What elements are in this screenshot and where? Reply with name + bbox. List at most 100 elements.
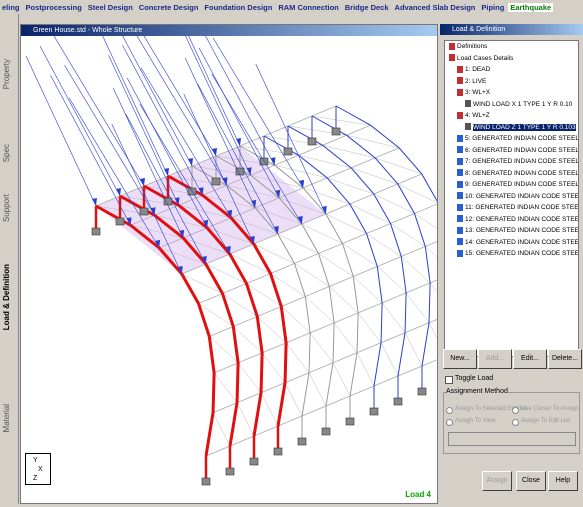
tree-item[interactable]: 10: GENERATED INDIAN CODE STEEL_PLAS — [445, 191, 578, 203]
brace — [305, 296, 335, 324]
radio-label[interactable]: Assign To Edit List — [521, 418, 570, 424]
support — [283, 147, 293, 156]
brace — [226, 184, 280, 199]
side-tab[interactable]: Load & Definition — [2, 264, 11, 331]
wind-arrow — [255, 63, 327, 215]
tree-item[interactable]: 12: GENERATED INDIAN CODE STEEL_PLAS — [445, 214, 578, 226]
button[interactable]: New... — [443, 349, 477, 369]
arrow-head — [188, 158, 193, 166]
menu-item[interactable]: Concrete Design — [138, 2, 199, 12]
side-tab[interactable]: Spec — [2, 144, 11, 163]
brace — [231, 217, 278, 235]
brace — [207, 227, 254, 245]
support — [91, 227, 101, 236]
tree-item[interactable]: 11: GENERATED INDIAN CODE STEEL_PLAS — [445, 202, 578, 214]
side-tab[interactable]: Support — [2, 194, 11, 223]
tree-item[interactable]: 9: GENERATED INDIAN CODE STEEL_PLAST — [445, 179, 578, 191]
checkbox[interactable] — [445, 376, 453, 384]
menu-item[interactable]: RAM Connection — [278, 2, 339, 12]
button[interactable]: Assign — [482, 471, 512, 491]
side-tab[interactable]: Property — [2, 59, 11, 90]
tree-item[interactable]: 5: GENERATED INDIAN CODE STEEL_PLAST — [445, 133, 578, 145]
purlin — [205, 355, 447, 457]
side-tabs: Property Spec Support Load & Definition Mate… — [0, 14, 19, 504]
tree-item[interactable]: 13: GENERATED INDIAN CODE STEEL_PLAS — [445, 225, 578, 237]
side-tab[interactable]: Material — [2, 404, 11, 433]
radio[interactable] — [446, 407, 453, 414]
frame — [143, 184, 264, 437]
wind-arrow — [125, 113, 207, 265]
menu-item[interactable]: Piping — [481, 2, 505, 12]
support — [225, 467, 235, 476]
brace — [401, 256, 431, 284]
tree-item[interactable]: 14: GENERATED INDIAN CODE STEEL_PLAS — [445, 237, 578, 249]
toggle-label[interactable]: Toggle Load — [455, 375, 494, 382]
support — [307, 137, 317, 146]
brace — [325, 213, 367, 234]
menu-item[interactable]: eling — [2, 2, 20, 12]
arrow-head — [251, 199, 257, 208]
tree-item[interactable]: WIND LOAD X 1 TYPE 1 Y R 0.10 — [445, 99, 578, 111]
brace — [255, 207, 302, 225]
tree-item[interactable]: Load Cases Details — [445, 53, 578, 65]
arrow-head — [140, 178, 145, 186]
radio[interactable] — [512, 407, 519, 414]
button[interactable]: Help — [548, 471, 578, 491]
frame — [311, 115, 431, 367]
tree-item[interactable]: 7: GENERATED INDIAN CODE STEEL_PLAST — [445, 156, 578, 168]
tree-icon — [449, 42, 455, 50]
button[interactable]: Add... — [478, 349, 512, 369]
menu-item[interactable]: Advanced Slab Design — [394, 2, 476, 12]
arrow-head — [270, 157, 276, 166]
radio-label[interactable]: Assign To View — [455, 418, 496, 424]
tree-item[interactable]: 3: WL+X — [445, 87, 578, 99]
tree-item[interactable]: 6: GENERATED INDIAN CODE STEEL_PLAST — [445, 145, 578, 157]
arrow-head — [227, 209, 233, 218]
wind-arrow — [122, 45, 203, 196]
tree-item[interactable]: 1: DEAD — [445, 64, 578, 76]
button[interactable]: Delete... — [548, 349, 582, 369]
tree-item[interactable]: 8: GENERATED INDIAN CODE STEEL_PLAST — [445, 168, 578, 180]
arrow-head — [150, 207, 156, 216]
brace — [404, 332, 423, 367]
menu-item[interactable]: Postprocessing — [25, 2, 82, 12]
brace — [397, 183, 439, 204]
tree-label: 11: GENERATED INDIAN CODE STEEL_PLAS — [465, 204, 579, 211]
arrow-head — [236, 138, 241, 146]
brace — [311, 115, 371, 126]
brace — [270, 273, 306, 297]
tree-item[interactable]: WIND LOAD Z 1 TYPE 1 Y R 0.103 — [445, 122, 578, 134]
brace — [229, 253, 271, 274]
radio-label[interactable]: Assign To Selected Entities — [455, 406, 528, 412]
tree-item[interactable]: 2: LIVE — [445, 76, 578, 88]
menu-item[interactable]: Bridge Deck — [344, 2, 389, 12]
frame — [95, 204, 216, 457]
tree-item[interactable]: Definitions — [445, 41, 578, 53]
wind-arrow — [111, 123, 183, 275]
axis-box — [25, 453, 51, 485]
radio[interactable] — [512, 419, 519, 426]
text-box — [448, 432, 576, 446]
wind-arrow — [183, 93, 255, 245]
frame — [119, 194, 240, 447]
wind-arrow — [194, 15, 275, 166]
status-text: Load 4 — [405, 490, 431, 499]
radio-label[interactable]: Use Cursor To Assign — [521, 406, 579, 412]
brace — [253, 243, 295, 264]
brace — [380, 342, 399, 377]
wind-arrow — [140, 67, 232, 219]
wind-arrow — [25, 55, 97, 207]
button[interactable]: Close — [516, 471, 546, 491]
radio[interactable] — [446, 419, 453, 426]
menu-item[interactable]: Earthquake — [508, 2, 554, 12]
tree-icon — [457, 157, 463, 165]
button[interactable]: Edit... — [513, 349, 547, 369]
tree-item[interactable]: 15: GENERATED INDIAN CODE STEEL_PLAS — [445, 248, 578, 260]
tree-item[interactable]: 4: WL+Z — [445, 110, 578, 122]
tree-label: WIND LOAD Z 1 TYPE 1 Y R 0.103 — [473, 123, 576, 131]
menu-item[interactable]: Foundation Design — [204, 2, 273, 12]
wind-arrow — [198, 47, 280, 199]
panel-title: Load & Definition — [440, 24, 583, 35]
menu-item[interactable]: Steel Design — [87, 2, 133, 12]
